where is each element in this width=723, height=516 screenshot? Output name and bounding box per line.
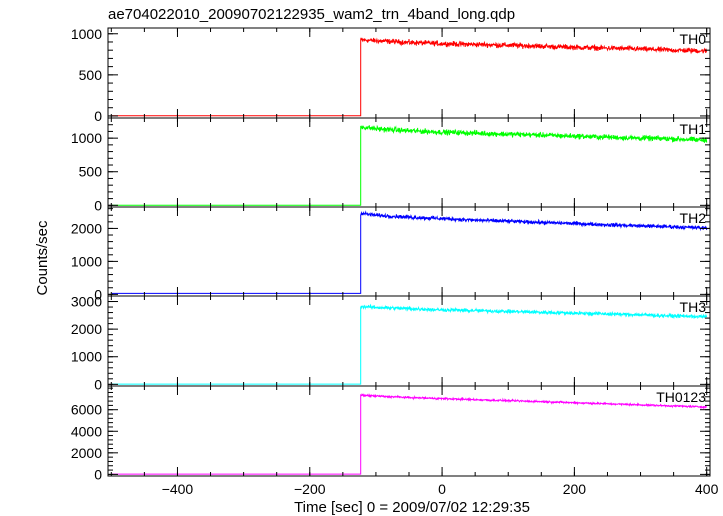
y-tick-label-th0: 500 <box>79 67 103 83</box>
y-tick-label-th2: 1000 <box>71 253 102 269</box>
chart-title: ae704022010_20090702122935_wam2_trn_4ban… <box>108 6 515 23</box>
panel-label-th3: TH3 <box>680 299 707 315</box>
panel-th0123: 0 2000 4000 6000 TH0123 <box>71 385 711 482</box>
panel-frame-th2 <box>107 206 711 297</box>
y-tick-label-th0123: 2000 <box>71 445 102 461</box>
y-tick-label-th2: 2000 <box>71 220 102 236</box>
y-tick-label-th3: 2000 <box>71 321 102 337</box>
y-tick-label-th0: 0 <box>94 108 102 124</box>
y-tick-label-th0123: 0 <box>94 466 102 482</box>
panel-th3: 0 1000 2000 3000 TH3 <box>71 294 711 392</box>
series-line-th0 <box>112 37 708 117</box>
panel-frame-th0123 <box>107 385 711 477</box>
x-tick-label: 200 <box>563 481 587 497</box>
y-tick-label-th3: 1000 <box>71 349 102 365</box>
y-tick-label-th0123: 4000 <box>71 423 102 439</box>
panel-th1: 0 500 1000 TH1 <box>71 117 711 213</box>
x-axis-label: Time [sec] 0 = 2009/07/02 12:29:35 <box>294 499 530 516</box>
y-tick-label-th1: 1000 <box>71 130 102 146</box>
panel-label-th1: TH1 <box>680 121 707 137</box>
series-line-th1 <box>112 124 708 206</box>
panel-label-th0: TH0 <box>680 31 707 47</box>
y-tick-label-th2: 0 <box>94 286 102 302</box>
x-tick-label: 0 <box>438 481 446 497</box>
y-tick-label-th0123: 6000 <box>71 402 102 418</box>
y-tick-label-th3: 3000 <box>71 294 102 310</box>
y-tick-label-th0: 1000 <box>71 26 102 42</box>
panel-frame-th3 <box>107 295 711 387</box>
x-tick-label: −200 <box>294 481 326 497</box>
y-axis-label: Counts/sec <box>34 220 51 296</box>
series-line-th2 <box>112 210 708 294</box>
x-tick-label: −400 <box>162 481 194 497</box>
panel-th0: 0 500 1000 TH0 <box>71 26 711 124</box>
y-tick-label-th1: 0 <box>94 197 102 213</box>
panel-th2: 0 1000 2000 TH2 <box>71 206 711 302</box>
x-tick-label: 400 <box>695 481 719 497</box>
series-line-th0123 <box>112 393 708 475</box>
panel-label-th0123: TH0123 <box>656 389 706 405</box>
y-tick-label-th1: 500 <box>79 164 103 180</box>
y-tick-label-th3: 0 <box>94 376 102 392</box>
panel-label-th2: TH2 <box>680 210 707 226</box>
series-line-th3 <box>112 303 708 385</box>
